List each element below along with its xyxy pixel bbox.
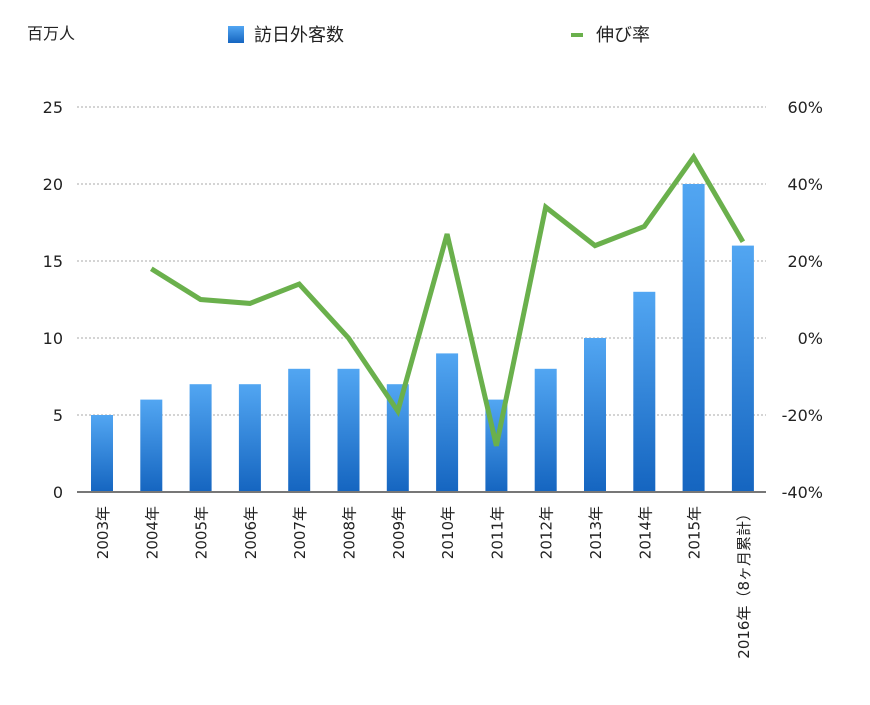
bar — [534, 368, 557, 492]
right-tick: 40% — [787, 175, 823, 194]
left-tick: 15 — [43, 252, 63, 271]
bar — [584, 338, 606, 492]
growth-rate-line — [149, 152, 746, 447]
bar — [189, 384, 212, 492]
bar — [337, 368, 360, 492]
left-tick: 0 — [53, 483, 63, 502]
bar — [682, 184, 705, 492]
right-tick: -20% — [782, 406, 823, 425]
x-axis-category-label: 2015年 — [686, 506, 704, 559]
legend-bar-label: 訪日外客数 — [254, 25, 344, 46]
bar — [288, 368, 311, 492]
bar — [386, 384, 409, 492]
left-tick: 25 — [43, 98, 63, 117]
legend-line-swatch-icon — [571, 33, 583, 37]
legend-bar-swatch-icon — [228, 26, 244, 43]
gridlines — [77, 106, 766, 416]
x-axis-category-label: 2005年 — [193, 506, 211, 559]
left-tick: 20 — [43, 175, 63, 194]
right-tick: 20% — [787, 252, 823, 271]
legend-line-label: 伸び率 — [596, 25, 650, 46]
bar — [91, 415, 113, 492]
right-tick: -40% — [782, 483, 823, 502]
x-axis-category-label: 2006年 — [242, 506, 260, 559]
left-tick: 10 — [43, 329, 63, 348]
x-axis-category-label: 2009年 — [390, 506, 408, 559]
right-axis: 60% 40% 20% 0% -20% -40% — [782, 98, 823, 502]
x-axis-labels: 2003年 2004年 2005年 2006年 2007年 2008年 2009年 2010年… — [94, 506, 753, 659]
x-axis-category-label: 2003年 — [94, 506, 112, 559]
bar — [140, 399, 163, 492]
right-tick: 60% — [787, 98, 823, 117]
x-axis-category-label: 2011年 — [488, 506, 506, 559]
bar — [731, 245, 754, 492]
left-axis-unit-label: 百万人 — [27, 24, 75, 43]
x-axis-category-label: 2013年 — [587, 506, 605, 559]
x-axis-category-label: 2016年（8ヶ月累計） — [735, 506, 753, 659]
x-axis-category-label: 2010年 — [439, 506, 457, 559]
x-axis-category-label: 2004年 — [143, 506, 161, 559]
legend: 訪日外客数 伸び率 — [228, 25, 650, 46]
x-axis-category-label: 2008年 — [341, 506, 359, 559]
left-tick: 5 — [53, 406, 63, 425]
right-tick: 0% — [798, 329, 823, 348]
x-axis-category-label: 2012年 — [538, 506, 556, 559]
bar-series — [91, 184, 754, 492]
x-axis-category-label: 2007年 — [291, 506, 309, 559]
left-axis: 25 20 15 10 5 0 — [43, 98, 63, 502]
bar — [633, 291, 656, 492]
bar — [436, 353, 459, 492]
bar — [238, 384, 261, 492]
x-axis-category-label: 2014年 — [636, 506, 654, 559]
